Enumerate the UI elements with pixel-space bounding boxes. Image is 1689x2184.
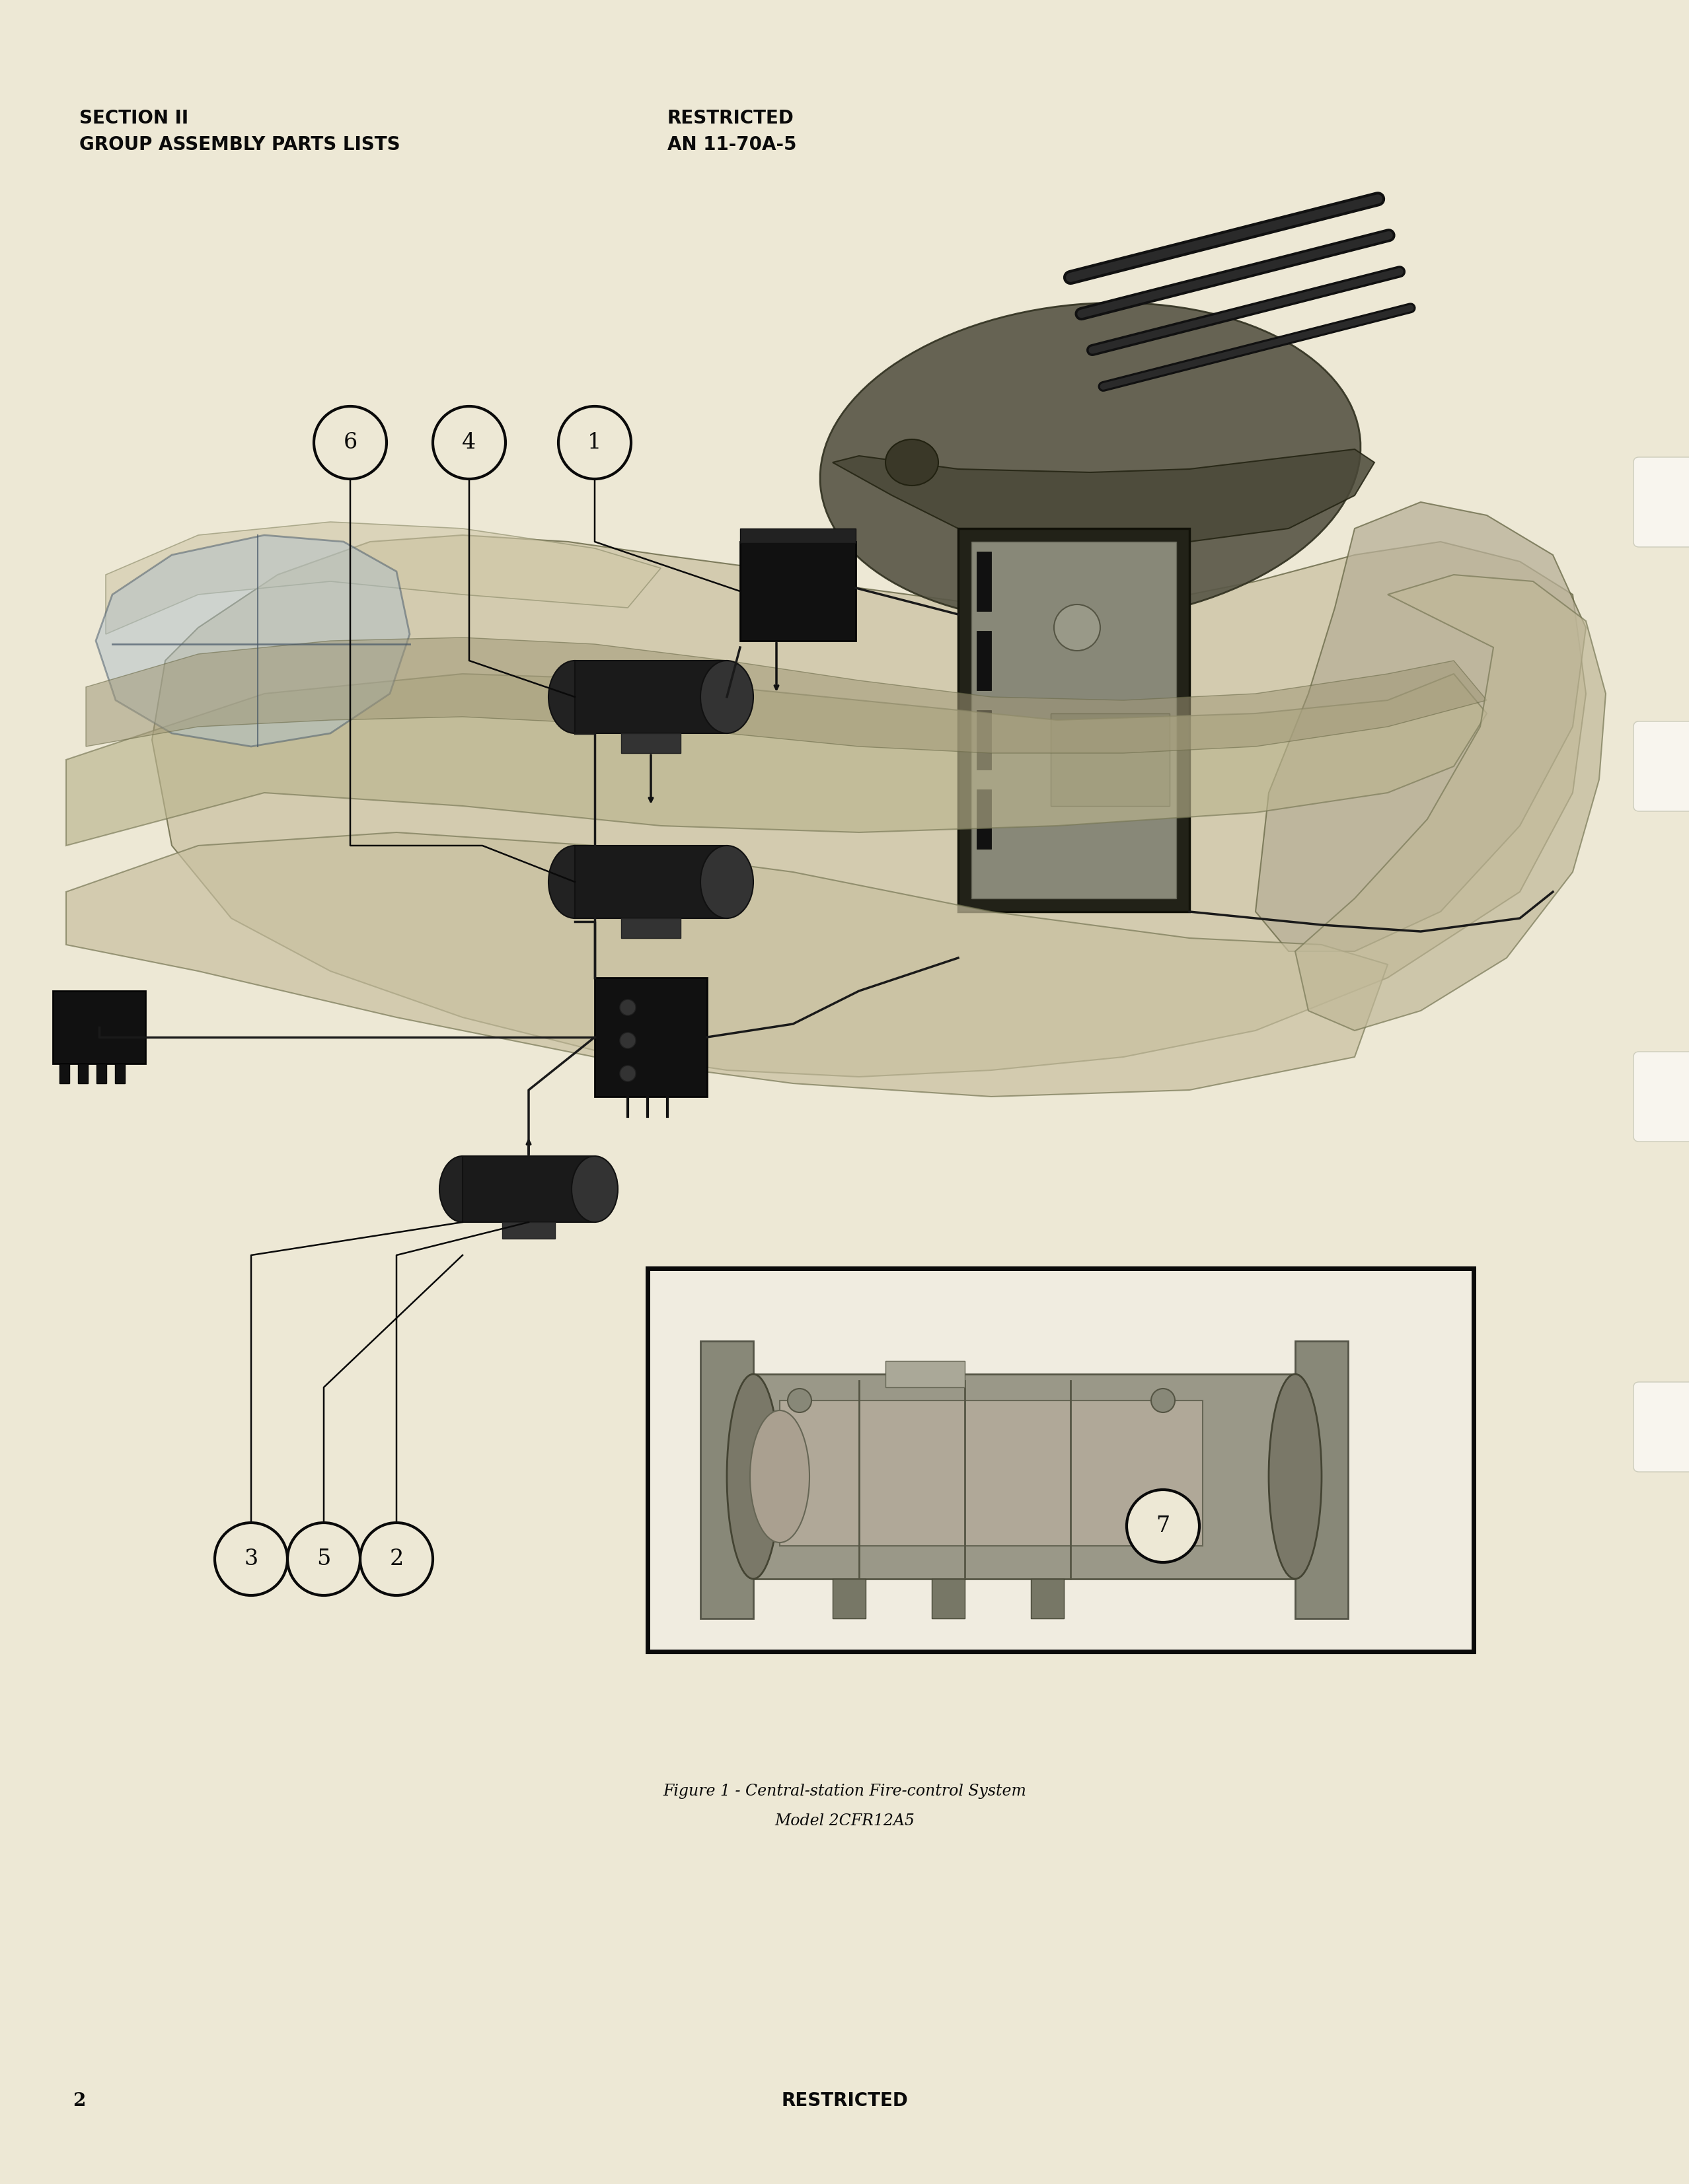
FancyBboxPatch shape	[1633, 1382, 1689, 1472]
Circle shape	[432, 406, 505, 478]
FancyBboxPatch shape	[1633, 456, 1689, 546]
Text: RESTRICTED: RESTRICTED	[667, 109, 794, 127]
Bar	[976, 553, 991, 612]
Text: RESTRICTED: RESTRICTED	[780, 2092, 909, 2110]
Ellipse shape	[439, 1155, 486, 1223]
Bar	[463, 1155, 595, 1223]
Bar	[740, 529, 856, 544]
Polygon shape	[152, 535, 1586, 1077]
Circle shape	[787, 1389, 811, 1413]
Ellipse shape	[701, 845, 753, 917]
Bar	[647, 1269, 1473, 1651]
Circle shape	[620, 1066, 635, 1081]
Bar	[595, 978, 708, 1096]
Text: 3: 3	[245, 1548, 258, 1570]
FancyBboxPatch shape	[1633, 1053, 1689, 1142]
Circle shape	[287, 1522, 360, 1594]
Text: Model 2CFR12A5: Model 2CFR12A5	[775, 1813, 914, 1828]
Ellipse shape	[701, 660, 753, 734]
FancyBboxPatch shape	[1633, 721, 1689, 810]
Polygon shape	[86, 638, 1486, 753]
Ellipse shape	[571, 1155, 618, 1223]
Ellipse shape	[549, 660, 601, 734]
Ellipse shape	[821, 304, 1361, 622]
Bar	[115, 1064, 125, 1083]
Circle shape	[1054, 736, 1100, 782]
Bar	[1051, 714, 1169, 806]
Bar	[59, 1064, 69, 1083]
Bar	[96, 1064, 106, 1083]
Bar	[1030, 1579, 1064, 1618]
Bar	[52, 992, 145, 1064]
Polygon shape	[1255, 502, 1586, 952]
Text: 4: 4	[463, 432, 476, 454]
Circle shape	[620, 1033, 635, 1048]
Text: GROUP ASSEMBLY PARTS LISTS: GROUP ASSEMBLY PARTS LISTS	[79, 135, 400, 153]
Circle shape	[360, 1522, 432, 1594]
Bar	[971, 542, 1176, 898]
Bar	[622, 917, 681, 939]
Text: 6: 6	[343, 432, 358, 454]
Bar	[976, 631, 991, 690]
Text: 7: 7	[1155, 1516, 1170, 1538]
Circle shape	[314, 406, 387, 478]
Text: 2: 2	[73, 2092, 86, 2110]
Text: 5: 5	[318, 1548, 331, 1570]
Bar	[932, 1579, 964, 1618]
Circle shape	[1054, 605, 1100, 651]
Text: SECTION II: SECTION II	[79, 109, 189, 127]
Polygon shape	[66, 832, 1388, 1096]
Text: 2: 2	[390, 1548, 404, 1570]
Text: AN 11-70A-5: AN 11-70A-5	[667, 135, 797, 153]
Polygon shape	[106, 522, 660, 633]
Circle shape	[1127, 1489, 1199, 1562]
Bar	[78, 1064, 88, 1083]
Circle shape	[1152, 1389, 1176, 1413]
Polygon shape	[66, 675, 1486, 845]
Bar	[753, 1374, 1295, 1579]
Bar	[701, 1341, 753, 1618]
Ellipse shape	[885, 439, 939, 485]
Text: 1: 1	[588, 432, 601, 454]
Bar	[780, 1400, 1203, 1546]
Bar	[574, 845, 726, 917]
Bar	[1295, 1341, 1348, 1618]
Bar	[740, 542, 856, 640]
Circle shape	[620, 1000, 635, 1016]
Bar	[574, 660, 726, 734]
Text: Figure 1 - Central-station Fire-control System: Figure 1 - Central-station Fire-control …	[662, 1784, 1027, 1800]
Circle shape	[215, 1522, 287, 1594]
Polygon shape	[1295, 574, 1606, 1031]
Bar	[958, 529, 1189, 911]
Bar	[976, 788, 991, 850]
Circle shape	[559, 406, 632, 478]
Bar	[885, 1361, 964, 1387]
Bar	[502, 1223, 556, 1238]
Bar	[622, 734, 681, 753]
Ellipse shape	[726, 1374, 780, 1579]
Polygon shape	[833, 450, 1375, 546]
Ellipse shape	[1268, 1374, 1321, 1579]
Bar	[833, 1579, 866, 1618]
Ellipse shape	[750, 1411, 809, 1542]
Polygon shape	[96, 535, 410, 747]
Bar	[976, 710, 991, 769]
Ellipse shape	[549, 845, 601, 917]
